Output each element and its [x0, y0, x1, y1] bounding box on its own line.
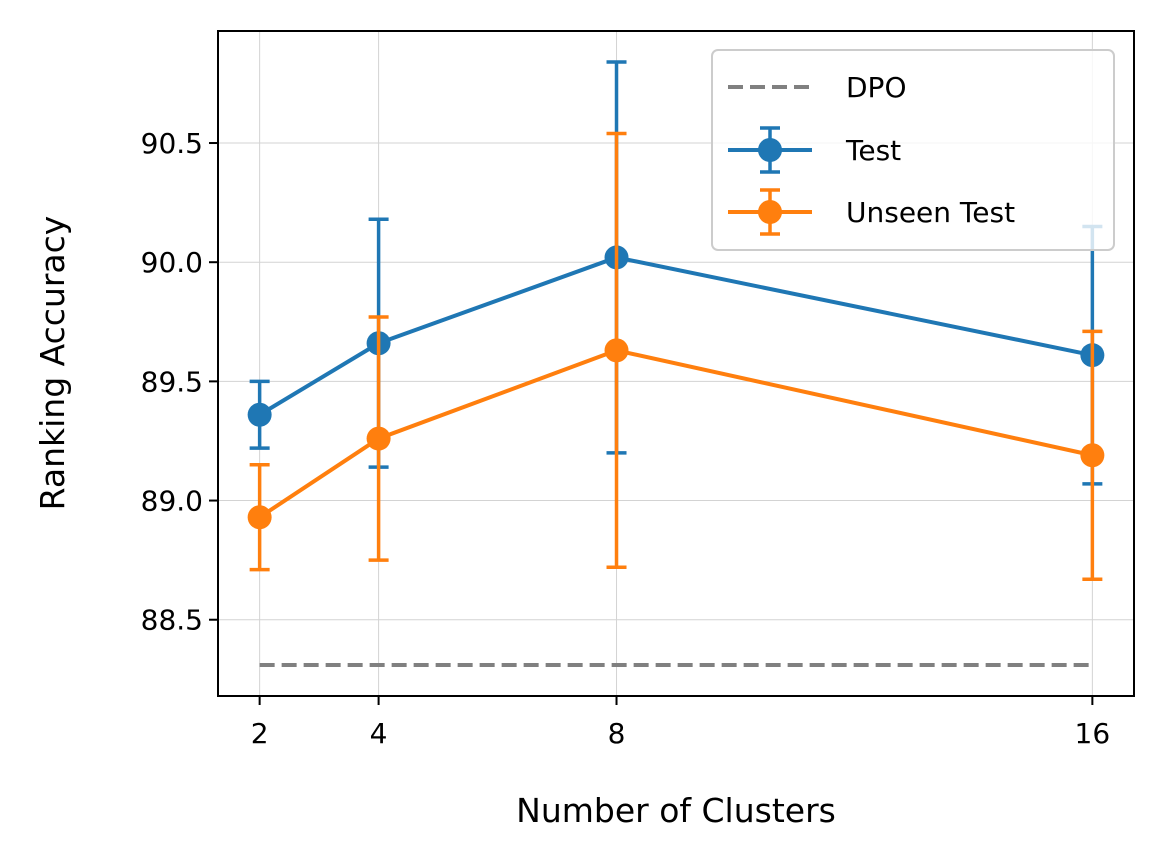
y-tick-label: 88.5 — [141, 604, 203, 637]
y-tick-label: 90.0 — [141, 246, 203, 279]
y-tick-label: 89.0 — [141, 485, 203, 518]
y-axis-label: Ranking Accuracy — [33, 216, 72, 511]
legend-entry-1: Unseen Test — [728, 188, 1015, 236]
x-tick-label: 4 — [370, 717, 388, 750]
x-tick-label: 16 — [1075, 717, 1111, 750]
legend-label: Test — [845, 134, 901, 167]
legend: DPO Test Unseen Test — [711, 49, 1115, 251]
series-line — [258, 348, 1093, 519]
legend-swatch-marker — [758, 138, 782, 162]
y-tick-label: 90.5 — [141, 127, 203, 160]
x-axis-label: Number of Clusters — [516, 791, 836, 830]
x-tick-label: 8 — [608, 717, 626, 750]
legend-swatch-marker — [758, 200, 782, 224]
series-group — [247, 60, 1105, 581]
data-point — [247, 505, 272, 530]
legend-label: Unseen Test — [846, 196, 1015, 229]
legend-series-group: Test Unseen Test — [728, 126, 1015, 236]
legend-dpo-label: DPO — [846, 71, 906, 104]
plot-frame — [217, 30, 1135, 697]
y-tick-label: 89.5 — [141, 365, 203, 398]
data-point — [1080, 443, 1105, 468]
series-1 — [247, 131, 1105, 581]
data-point — [366, 426, 391, 451]
y-axis: 88.5 89.0 89.5 90.0 90.5 — [141, 127, 218, 637]
legend-entry-0: Test — [728, 126, 901, 174]
x-axis: 2 4 8 16 — [251, 696, 1110, 750]
legend-frame — [711, 49, 1115, 251]
data-point — [247, 402, 272, 427]
series-line — [258, 255, 1093, 417]
x-tick-label: 2 — [251, 717, 269, 750]
data-point — [604, 338, 629, 363]
